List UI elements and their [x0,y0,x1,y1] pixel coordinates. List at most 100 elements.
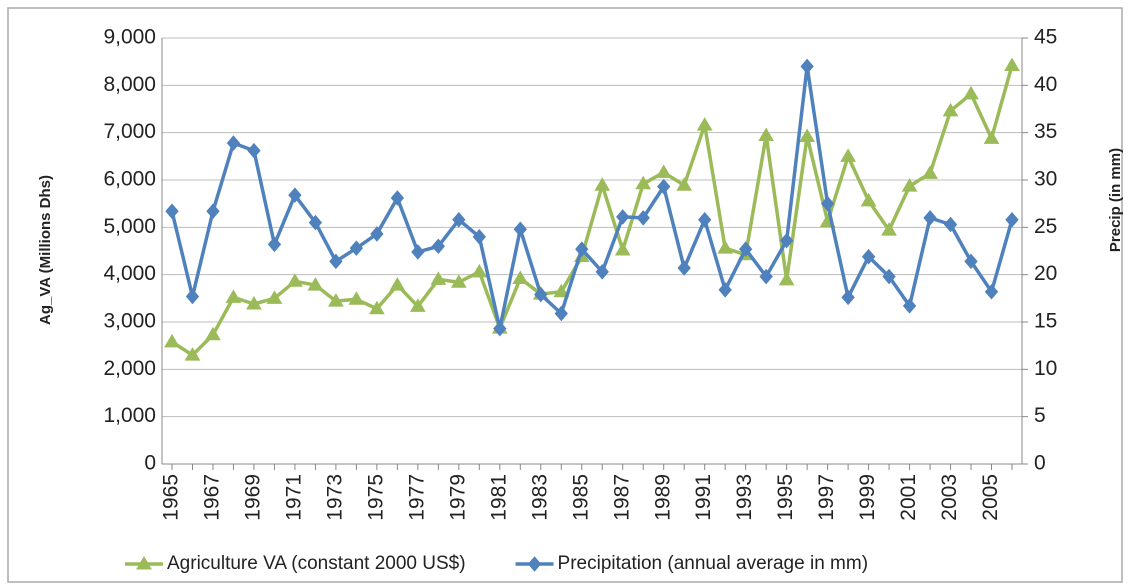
data-point [614,242,631,256]
data-point [409,298,426,312]
data-point [226,135,241,151]
legend-marker [136,556,152,570]
y2-tick-label: 15 [1034,310,1057,333]
y2-tick-label: 40 [1034,73,1057,96]
data-point [882,268,896,285]
data-point [595,264,609,280]
data-point [411,244,425,260]
data-point [963,85,979,100]
x-tick-label: 1965 [160,474,183,521]
data-point [308,214,323,231]
data-point [431,238,446,255]
data-point [369,300,385,315]
y2-tick-label: 20 [1034,262,1057,285]
data-point [534,286,548,303]
x-tick-label: 1969 [241,474,264,521]
y2-tick-label: 35 [1034,120,1057,143]
x-tick-label: 1989 [651,474,674,521]
data-point [943,216,958,233]
y-tick-label: 4,000 [103,262,156,285]
data-point [942,102,959,117]
data-point [698,211,712,228]
data-point [513,221,527,237]
data-point [225,289,242,303]
data-point [452,211,466,228]
legend-marker [527,556,542,572]
data-point [901,178,918,192]
x-tick-label: 1985 [569,474,592,521]
x-tick-label: 1975 [364,474,387,521]
x-tick-label: 1987 [610,474,633,521]
data-point [184,347,201,361]
data-point [1004,57,1020,71]
data-point [738,241,753,257]
y-tick-label: 1,000 [103,404,156,427]
x-tick-label: 1971 [282,474,305,521]
data-point [964,253,978,270]
data-point [984,283,999,300]
data-point [472,229,486,245]
data-point [1005,211,1019,228]
data-point [471,263,488,278]
y2-tick-label: 25 [1034,215,1057,238]
legend-label: Precipitation (annual average in mm) [558,553,869,574]
data-point [655,164,672,178]
y2-tick-label: 10 [1034,357,1057,380]
data-point [266,290,283,304]
x-tick-label: 2005 [979,474,1002,521]
data-point [902,298,917,314]
data-point [841,289,855,306]
x-tick-label: 1995 [774,474,797,521]
y2-tick-label: 0 [1034,452,1046,475]
data-point [636,210,650,226]
data-point [205,326,221,341]
data-point [840,148,856,162]
x-tick-label: 2001 [897,474,920,521]
x-tick-label: 2003 [938,474,961,521]
data-point [594,177,611,191]
data-point [329,253,343,270]
data-point [677,260,691,276]
y-tick-label: 3,000 [103,310,156,333]
data-point [923,210,937,226]
x-tick-label: 1999 [856,474,879,521]
data-point [349,240,364,256]
x-tick-label: 1973 [323,474,346,521]
data-point [164,333,180,348]
data-point [390,190,405,206]
data-point [616,209,630,225]
data-point [717,240,734,254]
data-point [185,288,200,305]
data-point [247,142,261,159]
y-tick-label: 6,000 [103,168,156,191]
legend-label: Agriculture VA (constant 2000 US$) [167,553,466,574]
data-point [206,203,220,220]
data-point [328,293,344,307]
data-point [676,177,693,191]
y2-tick-label: 5 [1034,404,1046,427]
y-tick-label: 9,000 [103,26,156,49]
data-point [348,291,365,305]
data-point [696,117,713,131]
data-point [575,241,589,257]
data-point [779,232,794,249]
data-point [430,271,447,285]
data-point [657,178,671,195]
y-tick-label: 5,000 [103,215,156,238]
data-point [389,277,406,291]
y-tick-label: 7,000 [103,120,156,143]
data-point [554,305,568,322]
x-tick-label: 1991 [692,474,715,521]
data-point [512,270,529,284]
x-tick-label: 1967 [201,474,224,521]
y2-axis-title: Precip (in mm) [1107,148,1124,252]
data-point [553,283,570,298]
data-point [288,187,302,203]
data-point [778,271,795,286]
data-point [165,203,179,220]
data-point [820,195,835,212]
y-tick-label: 8,000 [103,73,156,96]
data-point [922,165,938,179]
